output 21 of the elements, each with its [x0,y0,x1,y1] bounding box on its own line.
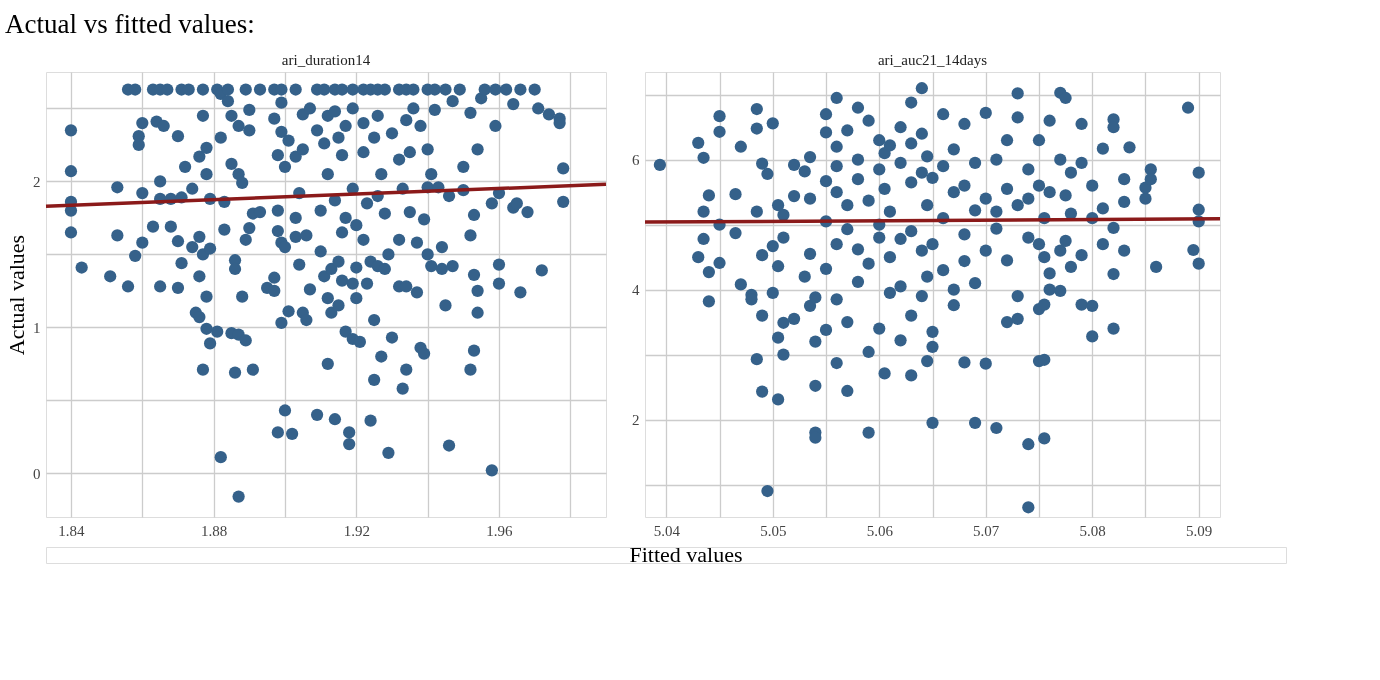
y-tick-label: 1 [33,319,41,336]
y-tick-label: 4 [632,282,640,299]
x-tick-label: 1.92 [343,522,370,539]
chart-title: ari_auc21_14days [877,52,988,68]
y-tick-label: 2 [632,412,640,429]
x-tick-label: 1.96 [486,522,514,539]
x-tick-label: 5.07 [973,522,1000,539]
x-tick-label: 5.08 [1079,522,1106,539]
x-tick-label: 1.88 [201,522,228,539]
y-axis-title: Actual values [4,234,29,356]
x-tick-label: 5.05 [760,522,787,539]
x-tick-label: 5.09 [1186,522,1213,539]
y-tick-label: 6 [632,152,640,169]
x-tick-label: 5.04 [653,522,681,539]
text: Actual vs fitted values: [5,8,255,39]
y-tick-label: 0 [33,465,41,482]
chart-title: ari_duration14 [281,52,371,68]
x-tick-label: 5.06 [866,522,894,539]
x-axis-title: Fitted values [629,542,743,567]
y-tick-label: 2 [33,173,41,190]
x-tick-label: 1.84 [58,522,86,539]
